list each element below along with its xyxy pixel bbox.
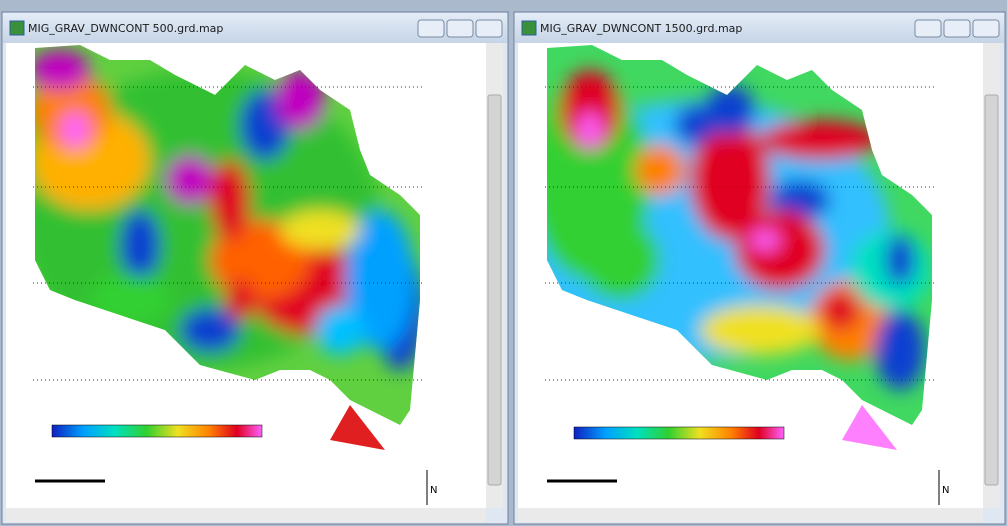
anomaly — [760, 120, 880, 160]
anomaly — [225, 280, 255, 320]
scroll-thumb[interactable] — [488, 95, 501, 485]
workspace: MIG_GRAV_DWNCONT 500.grd.mapNMIG_GRAV_DW… — [0, 0, 1007, 526]
window-icon — [522, 21, 536, 35]
anomaly — [61, 112, 89, 148]
anomaly — [580, 220, 660, 300]
anomaly — [820, 290, 860, 330]
window-title: MIG_GRAV_DWNCONT 1500.grd.map — [540, 22, 742, 35]
north-label: N — [942, 485, 949, 496]
anomaly — [280, 210, 360, 250]
minimize-button[interactable] — [418, 20, 444, 37]
color-legend — [574, 427, 784, 439]
maximize-button[interactable] — [447, 20, 473, 37]
anomaly — [315, 305, 365, 355]
scroll-thumb[interactable] — [985, 95, 998, 485]
anomaly — [735, 210, 825, 290]
color-legend — [52, 425, 262, 437]
anomaly — [30, 50, 90, 90]
anomaly — [700, 305, 820, 355]
north-label: N — [430, 485, 437, 496]
window-icon — [10, 21, 24, 35]
anomaly — [705, 85, 755, 135]
anomaly — [165, 155, 215, 205]
anomaly — [750, 230, 780, 250]
mdi-window: MIG_GRAV_DWNCONT 1500.grd.map N — [510, 12, 1005, 524]
anomaly — [578, 112, 602, 148]
minimize-button[interactable] — [915, 20, 941, 37]
horizontal-scrollbar[interactable] — [6, 508, 486, 522]
anomaly — [210, 160, 250, 240]
anomaly — [885, 235, 915, 285]
close-button[interactable] — [476, 20, 502, 37]
page: {"windows": [ {"title": "MIG_GRAV_DWNCON… — [0, 0, 1007, 526]
anomaly — [120, 210, 160, 280]
mdi-window: MIG_GRAV_DWNCONT 500.grd.map N — [2, 12, 508, 524]
window-title: MIG_GRAV_DWNCONT 500.grd.map — [28, 22, 223, 35]
anomaly — [875, 310, 925, 390]
horizontal-scrollbar[interactable] — [518, 508, 983, 522]
maximize-button[interactable] — [944, 20, 970, 37]
close-button[interactable] — [973, 20, 999, 37]
